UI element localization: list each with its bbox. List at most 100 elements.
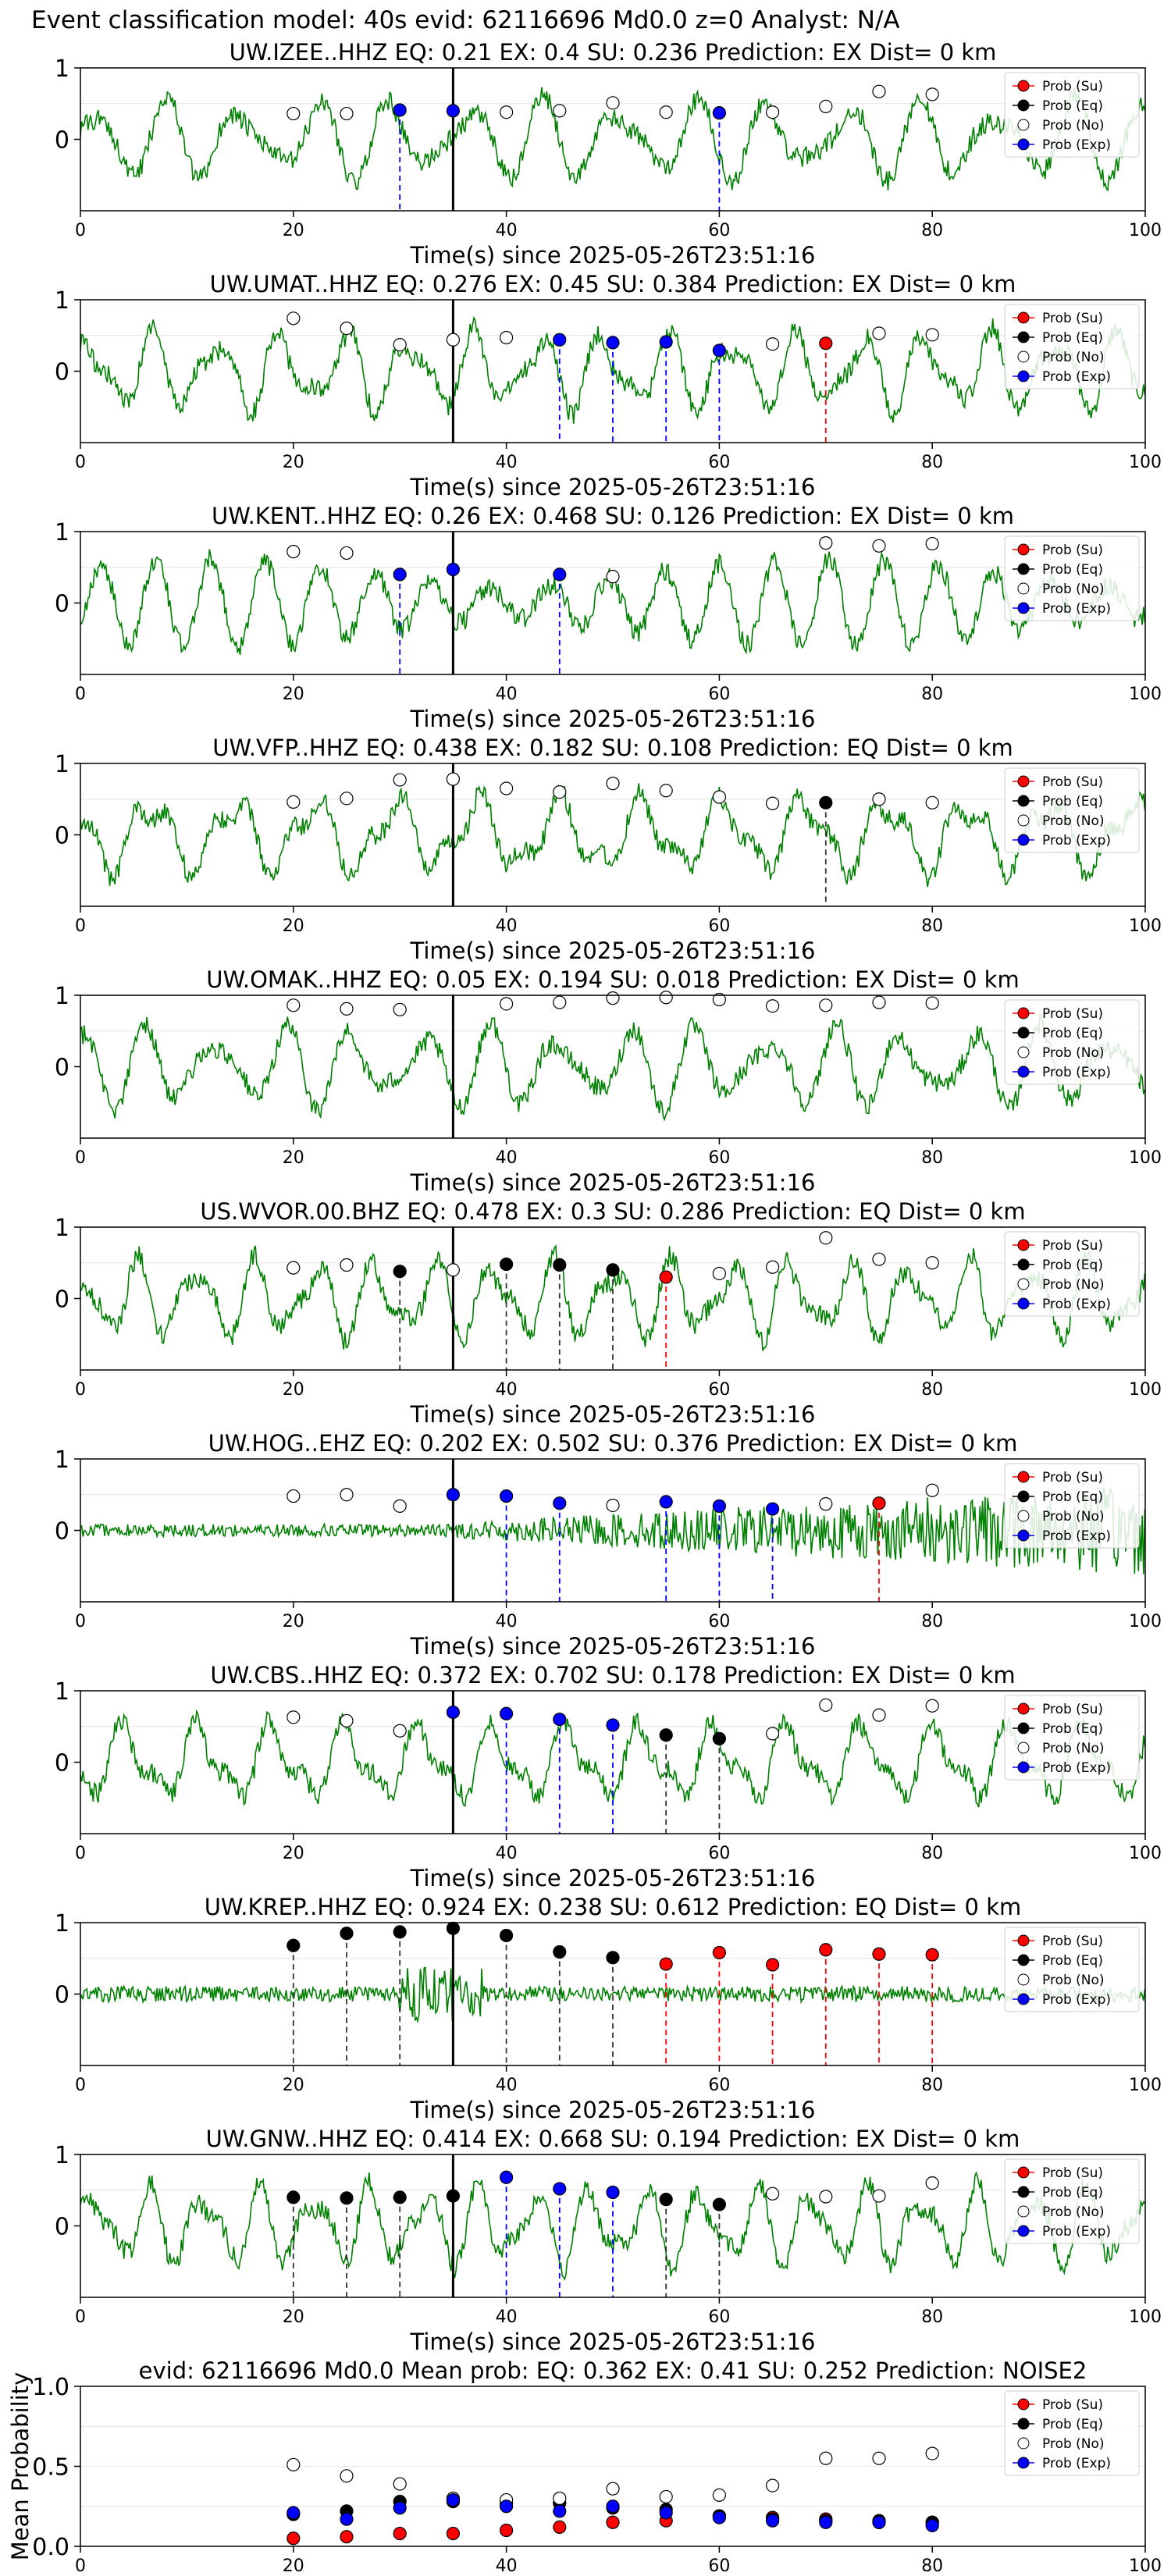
- panel-5-legend-marker-su: [1017, 1007, 1030, 1019]
- panel-9-xtick-label: 20: [283, 2076, 304, 2095]
- panel-9-xtick-label: 40: [496, 2076, 518, 2095]
- panel-4-point-no: [393, 773, 407, 787]
- panel-10-point-no: [925, 2176, 939, 2190]
- panel-10-legend-marker-su: [1017, 2166, 1030, 2179]
- panel-5-frame: [80, 994, 1146, 1139]
- panel-1-legend-label: Prob (No): [1042, 118, 1105, 133]
- panel-8-xtick-label: 60: [708, 1844, 730, 1863]
- panel-1-title: UW.IZEE..HHZ EQ: 0.21 EX: 0.4 SU: 0.236 …: [230, 39, 997, 66]
- panel-2-legend: [1004, 304, 1140, 390]
- panel-11-point-exp: [553, 2504, 567, 2518]
- panel-3-xtick-label: 80: [921, 685, 943, 704]
- panel-1-ytick-label: 0: [55, 127, 69, 155]
- panel-8-xtick-label: 40: [496, 1844, 518, 1863]
- panel-5-point-no: [819, 998, 833, 1012]
- panel-4-xtick-label: 40: [496, 916, 518, 936]
- panel-11-point-no: [819, 2451, 833, 2465]
- panel-4-point-no: [712, 790, 727, 804]
- panel-10-xtick-label: 0: [75, 2307, 86, 2327]
- panel-5-point-no: [287, 998, 301, 1012]
- panel-9-point-su: [712, 1945, 727, 1960]
- panel-4-point-eq: [819, 795, 833, 809]
- panel-2-xlabel: Time(s) since 2025-05-26T23:51:16: [410, 474, 816, 500]
- panel-8-point-exp: [446, 1705, 461, 1720]
- panel-10-xtick-label: 60: [708, 2307, 730, 2327]
- panel-3-xtick-label: 20: [283, 685, 304, 704]
- panel-9-point-su: [925, 1948, 939, 1962]
- panel-10-point-eq: [340, 2191, 354, 2205]
- panel-10-point-eq: [659, 2193, 673, 2207]
- panel-11-legend-marker-su: [1017, 2398, 1030, 2411]
- panel-5-legend: [1004, 999, 1140, 1085]
- panel-4-point-no: [287, 795, 301, 809]
- panel-7-point-no: [287, 1489, 301, 1503]
- panel-8-point-exp: [553, 1713, 567, 1727]
- panel-9-waveform: [80, 1966, 1146, 2024]
- panel-7-xlabel: Time(s) since 2025-05-26T23:51:16: [410, 1633, 816, 1660]
- panel-6-legend: [1004, 1231, 1140, 1317]
- panel-8-ytick-label: 0: [55, 1750, 69, 1777]
- panel-5-ytick-label: 0: [55, 1055, 69, 1082]
- panel-9-legend: [1004, 1927, 1140, 2012]
- panel-6-ytick-label: 0: [55, 1286, 69, 1314]
- panel-11-point-no: [925, 2446, 939, 2460]
- panel-11-title: evid: 62116696 Md0.0 Mean prob: EQ: 0.36…: [139, 2357, 1087, 2384]
- panel-7-point-exp: [765, 1502, 780, 1516]
- panel-5-point-no: [925, 996, 939, 1010]
- figure-title: Event classification model: 40s evid: 62…: [31, 6, 900, 34]
- panel-10-xtick-label: 100: [1129, 2307, 1162, 2327]
- panel-6-point-eq: [606, 1263, 620, 1277]
- panel-7-xtick-label: 100: [1129, 1612, 1162, 1631]
- panel-10-legend-label: Prob (Eq): [1042, 2185, 1103, 2201]
- panel-3-title: UW.KENT..HHZ EQ: 0.26 EX: 0.468 SU: 0.12…: [212, 503, 1014, 529]
- panel-4-point-no: [925, 795, 939, 809]
- panel-7-point-no: [340, 1488, 354, 1502]
- panel-4-xlabel: Time(s) since 2025-05-26T23:51:16: [410, 938, 816, 964]
- panel-9-xtick-label: 80: [921, 2076, 943, 2095]
- panel-2-legend-label: Prob (Su): [1042, 311, 1103, 326]
- panel-6-legend-marker-eq: [1017, 1258, 1030, 1271]
- panel-5-xtick-label: 100: [1129, 1148, 1162, 1168]
- panel-5-xlabel: Time(s) since 2025-05-26T23:51:16: [410, 1169, 816, 1196]
- panel-7-waveform: [80, 1487, 1146, 1574]
- panel-2-xtick-label: 100: [1129, 453, 1162, 472]
- panel-4-legend-marker-exp: [1017, 834, 1030, 846]
- panel-6-point-no: [287, 1261, 301, 1275]
- panel-2-legend-label: Prob (Eq): [1042, 330, 1103, 346]
- panel-5-legend-marker-eq: [1017, 1026, 1030, 1039]
- panel-2-ytick-label: 1: [55, 287, 69, 315]
- panel-5-point-no: [872, 995, 886, 1009]
- panel-4-xtick-label: 100: [1129, 916, 1162, 936]
- panel-8-legend-label: Prob (No): [1042, 1741, 1105, 1756]
- panel-1-point-exp: [446, 104, 461, 118]
- panel-5-legend-marker-exp: [1017, 1066, 1030, 1078]
- panel-10-ytick-label: 0: [55, 2214, 69, 2241]
- panel-7-legend-marker-su: [1017, 1471, 1030, 1483]
- panel-11-xtick-label: 40: [496, 2556, 518, 2576]
- panel-8-point-eq: [659, 1728, 673, 1742]
- panel-1-point-exp: [393, 103, 407, 117]
- panel-11-ylabel: Mean Probability: [7, 2372, 34, 2561]
- panel-1-point-no: [872, 84, 886, 98]
- panel-3-point-no: [287, 545, 301, 559]
- panel-9-point-eq: [340, 1927, 354, 1941]
- panel-2-legend-marker-su: [1017, 311, 1030, 324]
- panel-3-point-exp: [446, 562, 461, 577]
- panel-10-title: UW.GNW..HHZ EQ: 0.414 EX: 0.668 SU: 0.19…: [206, 2126, 1020, 2152]
- panel-5-point-no: [393, 1002, 407, 1016]
- panel-8-legend-label: Prob (Eq): [1042, 1721, 1103, 1737]
- panel-6-point-no: [446, 1263, 461, 1277]
- panel-1-point-no: [765, 105, 780, 119]
- panel-5-legend-label: Prob (Eq): [1042, 1026, 1103, 1041]
- panel-11-point-exp: [819, 2515, 833, 2529]
- panel-9-point-su: [765, 1958, 780, 1972]
- panel-3-ytick-label: 0: [55, 591, 69, 618]
- panel-1-point-exp: [712, 106, 727, 120]
- panel-11-point-exp: [393, 2501, 407, 2515]
- panel-5-xtick-label: 0: [75, 1148, 86, 1168]
- panel-2-point-no: [393, 338, 407, 352]
- panel-5-legend-label: Prob (No): [1042, 1045, 1105, 1061]
- panel-9-legend-marker-eq: [1017, 1954, 1030, 1966]
- panel-7-point-no: [925, 1483, 939, 1497]
